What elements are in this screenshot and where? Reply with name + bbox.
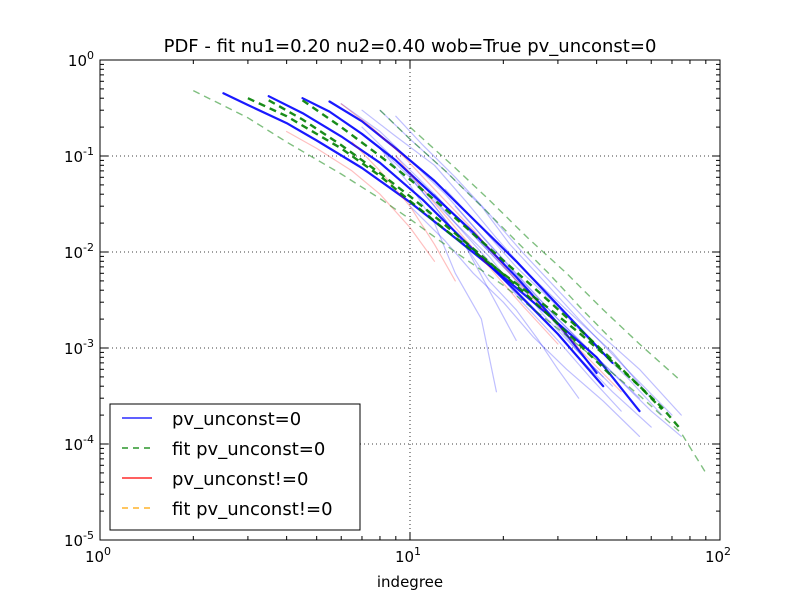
legend-label: fit pv_unconst!=0 (172, 499, 333, 520)
x-tick-label: 101 (395, 545, 421, 566)
y-tick-label: 10-4 (64, 433, 94, 454)
series-line (340, 103, 641, 399)
series-lines (192, 89, 707, 474)
series-line (267, 95, 605, 388)
series-line (395, 155, 614, 387)
x-tick-label: 102 (705, 545, 731, 566)
series-line (379, 109, 613, 341)
series-line (422, 184, 652, 428)
legend-label: pv_unconst!=0 (172, 469, 308, 490)
series-line (379, 109, 673, 416)
chart-title: PDF - fit nu1=0.20 nu2=0.40 wob=True pv_… (164, 36, 657, 57)
series-line (409, 176, 580, 399)
y-tick-label: 10-5 (64, 529, 94, 550)
series-line (286, 130, 436, 262)
y-tick-label: 10-2 (64, 241, 94, 262)
y-tick-label: 100 (68, 49, 94, 70)
legend-label: pv_unconst=0 (172, 409, 301, 430)
series-line (379, 147, 497, 393)
x-axis-label: indegree (377, 573, 443, 591)
series-line (454, 205, 682, 437)
series-line (301, 97, 598, 374)
series-line (328, 100, 614, 364)
series-line (444, 188, 663, 416)
series-line (351, 126, 517, 341)
series-line (361, 126, 622, 412)
tick-labels: 100 101 102 100 10-1 10-2 10-3 10-4 10-5 (64, 49, 731, 566)
plot-frame (99, 59, 721, 541)
series-line (361, 109, 652, 399)
series-line (268, 99, 614, 378)
series-line (395, 155, 559, 345)
y-tick-label: 10-1 (64, 145, 94, 166)
x-tick-label: 100 (85, 545, 111, 566)
legend-label: fit pv_unconst=0 (172, 439, 325, 460)
series-line (340, 103, 622, 393)
series-line (351, 141, 456, 282)
series-line (409, 205, 641, 437)
y-tick-label: 10-3 (64, 337, 94, 358)
legend-box (109, 403, 361, 531)
series-line (192, 89, 707, 474)
series-line (395, 115, 682, 416)
